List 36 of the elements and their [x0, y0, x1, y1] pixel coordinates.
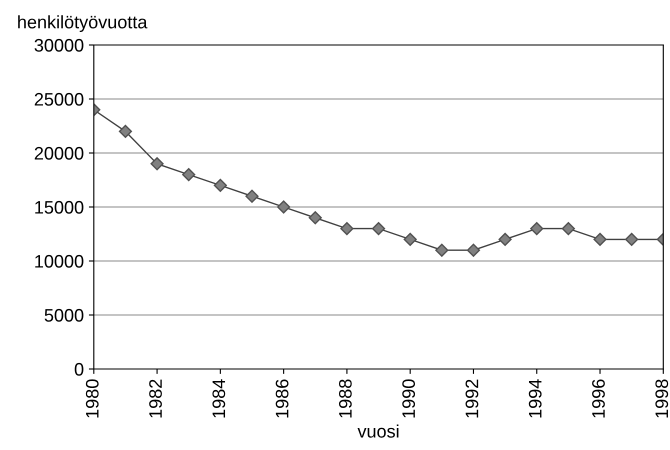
x-tick-label: 1990 — [402, 379, 416, 418]
point — [277, 200, 290, 214]
point — [308, 211, 322, 224]
x-tick-label: 1998 — [655, 380, 668, 418]
point — [182, 168, 196, 182]
point — [150, 157, 164, 170]
x-tick-label: 1982 — [149, 380, 162, 418]
point — [214, 178, 227, 192]
point — [625, 232, 638, 246]
y-axis-title: henkilötyövuotta — [18, 15, 148, 32]
x-tick-label: 1988 — [338, 380, 352, 418]
point — [498, 232, 512, 246]
point — [435, 244, 448, 257]
x-tick-label: 1980 — [86, 379, 99, 418]
point — [562, 222, 575, 236]
point — [118, 124, 132, 138]
y-tick-label: 15000 — [35, 200, 84, 214]
x-tick-label: 1984 — [212, 379, 226, 418]
point — [466, 244, 480, 257]
point — [372, 222, 386, 236]
x-tick-label: 1986 — [276, 380, 288, 418]
y-tick-label: 10000 — [35, 254, 84, 268]
y-tick-label: 0 — [74, 362, 84, 376]
point — [530, 222, 544, 236]
point — [404, 232, 417, 246]
point — [593, 232, 607, 246]
y-tick-label: 30000 — [34, 38, 84, 52]
x-tick-label: 1992 — [466, 380, 478, 418]
y-tick-label: 25000 — [34, 92, 84, 106]
x-tick-label: 1996 — [592, 380, 605, 418]
x-axis-title: vuosi — [358, 424, 398, 438]
y-tick-label: 20000 — [34, 146, 84, 160]
x-tick-label: 1994 — [528, 379, 542, 418]
point — [340, 222, 354, 236]
y-tick-label: 5000 — [44, 308, 84, 322]
point — [245, 190, 259, 203]
